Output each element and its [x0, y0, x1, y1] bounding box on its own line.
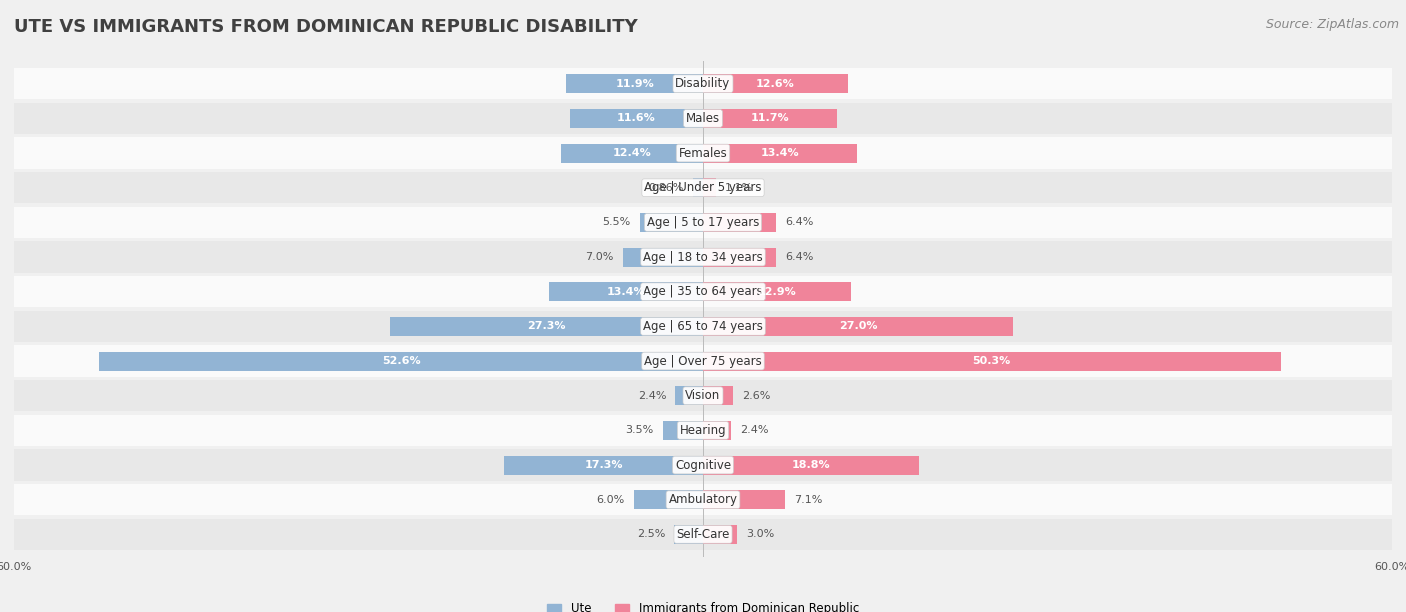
- Bar: [703, 525, 738, 544]
- Text: Males: Males: [686, 112, 720, 125]
- Bar: [623, 247, 703, 267]
- Legend: Ute, Immigrants from Dominican Republic: Ute, Immigrants from Dominican Republic: [547, 602, 859, 612]
- Text: Vision: Vision: [685, 389, 721, 402]
- Text: 52.6%: 52.6%: [381, 356, 420, 366]
- Text: Age | 35 to 64 years: Age | 35 to 64 years: [643, 285, 763, 298]
- Bar: [14, 207, 1392, 238]
- Bar: [98, 351, 703, 371]
- Bar: [14, 345, 1392, 376]
- Bar: [703, 455, 920, 474]
- Text: Females: Females: [679, 146, 727, 160]
- Text: 50.3%: 50.3%: [973, 356, 1011, 366]
- Text: 27.3%: 27.3%: [527, 321, 565, 331]
- Bar: [14, 172, 1392, 203]
- Text: 2.4%: 2.4%: [740, 425, 768, 435]
- Bar: [389, 317, 703, 336]
- Text: Cognitive: Cognitive: [675, 458, 731, 472]
- Text: 1.1%: 1.1%: [725, 183, 754, 193]
- Text: 2.4%: 2.4%: [638, 390, 666, 401]
- Text: 2.6%: 2.6%: [742, 390, 770, 401]
- Bar: [14, 103, 1392, 134]
- Text: 12.9%: 12.9%: [758, 287, 796, 297]
- Text: 18.8%: 18.8%: [792, 460, 831, 470]
- Bar: [703, 282, 851, 301]
- Text: 11.7%: 11.7%: [751, 113, 790, 124]
- Text: 6.4%: 6.4%: [786, 217, 814, 228]
- Bar: [703, 386, 733, 405]
- Text: 3.5%: 3.5%: [626, 425, 654, 435]
- Bar: [703, 247, 776, 267]
- Text: Disability: Disability: [675, 77, 731, 90]
- Bar: [561, 144, 703, 163]
- Text: Age | Over 75 years: Age | Over 75 years: [644, 354, 762, 368]
- Bar: [675, 525, 703, 544]
- Text: 7.0%: 7.0%: [585, 252, 613, 262]
- Text: Ambulatory: Ambulatory: [668, 493, 738, 506]
- Text: 6.4%: 6.4%: [786, 252, 814, 262]
- Bar: [14, 138, 1392, 169]
- Bar: [14, 519, 1392, 550]
- Bar: [640, 213, 703, 232]
- Text: 17.3%: 17.3%: [585, 460, 623, 470]
- Text: 13.4%: 13.4%: [761, 148, 799, 158]
- Bar: [703, 421, 731, 440]
- Bar: [662, 421, 703, 440]
- Text: 27.0%: 27.0%: [839, 321, 877, 331]
- Bar: [14, 380, 1392, 411]
- Bar: [703, 144, 856, 163]
- Text: 5.5%: 5.5%: [602, 217, 631, 228]
- Text: 11.9%: 11.9%: [616, 79, 654, 89]
- Bar: [703, 490, 785, 509]
- Bar: [14, 242, 1392, 273]
- Bar: [567, 74, 703, 93]
- Text: 2.5%: 2.5%: [637, 529, 665, 539]
- Bar: [703, 178, 716, 197]
- Text: Hearing: Hearing: [679, 424, 727, 437]
- Bar: [14, 415, 1392, 446]
- Bar: [550, 282, 703, 301]
- Bar: [703, 213, 776, 232]
- Text: 11.6%: 11.6%: [617, 113, 655, 124]
- Text: 12.6%: 12.6%: [756, 79, 794, 89]
- Text: Age | 5 to 17 years: Age | 5 to 17 years: [647, 216, 759, 229]
- Bar: [14, 484, 1392, 515]
- Bar: [693, 178, 703, 197]
- Bar: [675, 386, 703, 405]
- Bar: [14, 449, 1392, 480]
- Text: Source: ZipAtlas.com: Source: ZipAtlas.com: [1265, 18, 1399, 31]
- Bar: [703, 317, 1012, 336]
- Bar: [14, 311, 1392, 342]
- Bar: [14, 276, 1392, 307]
- Text: 3.0%: 3.0%: [747, 529, 775, 539]
- Text: Age | 18 to 34 years: Age | 18 to 34 years: [643, 250, 763, 264]
- Text: 0.86%: 0.86%: [648, 183, 683, 193]
- Bar: [703, 74, 848, 93]
- Bar: [703, 351, 1281, 371]
- Bar: [14, 68, 1392, 99]
- Text: 6.0%: 6.0%: [596, 494, 624, 505]
- Text: UTE VS IMMIGRANTS FROM DOMINICAN REPUBLIC DISABILITY: UTE VS IMMIGRANTS FROM DOMINICAN REPUBLI…: [14, 18, 638, 36]
- Text: 7.1%: 7.1%: [794, 494, 823, 505]
- Text: 12.4%: 12.4%: [613, 148, 651, 158]
- Bar: [703, 109, 838, 128]
- Bar: [569, 109, 703, 128]
- Text: 13.4%: 13.4%: [607, 287, 645, 297]
- Text: Self-Care: Self-Care: [676, 528, 730, 541]
- Text: Age | Under 5 years: Age | Under 5 years: [644, 181, 762, 194]
- Text: Age | 65 to 74 years: Age | 65 to 74 years: [643, 320, 763, 333]
- Bar: [634, 490, 703, 509]
- Bar: [505, 455, 703, 474]
